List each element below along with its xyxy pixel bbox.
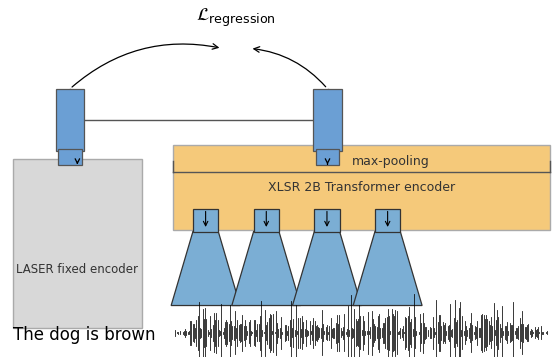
Polygon shape [292, 232, 361, 305]
Bar [375, 209, 400, 232]
Bar [316, 149, 339, 165]
Text: XLSR 2B Transformer encoder: XLSR 2B Transformer encoder [268, 181, 455, 194]
Bar [172, 145, 550, 230]
Polygon shape [353, 232, 422, 305]
Bar [193, 209, 218, 232]
Bar [55, 89, 84, 150]
Bar [314, 209, 340, 232]
Polygon shape [232, 232, 301, 305]
Bar [12, 159, 142, 328]
Bar [313, 89, 342, 150]
Text: $\mathcal{L}_{\mathrm{regression}}$: $\mathcal{L}_{\mathrm{regression}}$ [196, 7, 276, 29]
Bar [58, 149, 82, 165]
Bar [254, 209, 279, 232]
Text: LASER fixed encoder: LASER fixed encoder [16, 263, 138, 276]
Text: The dog is brown: The dog is brown [12, 326, 155, 344]
Text: max-pooling: max-pooling [352, 155, 430, 168]
Polygon shape [171, 232, 240, 305]
